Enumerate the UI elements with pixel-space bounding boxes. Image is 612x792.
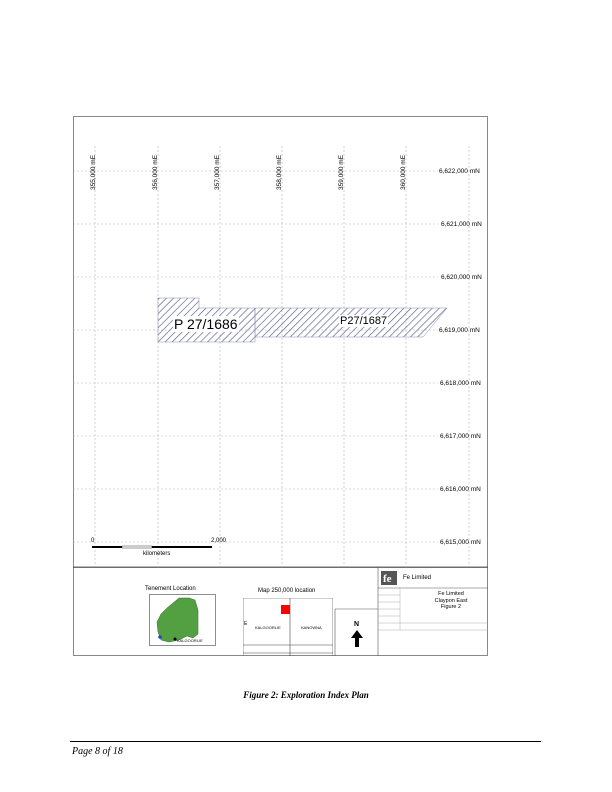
tenement-location-title: Tenement Location <box>145 586 196 592</box>
tenement-label: P 27/1686 <box>173 316 239 332</box>
map250-right: KANOWNA <box>301 625 322 630</box>
map250-edge: E <box>244 621 248 627</box>
easting-label: 356,000 mE <box>152 154 159 190</box>
title-block-line: Fe Limited <box>438 591 464 597</box>
company-logo-icon: fe <box>381 571 397 585</box>
easting-label: 358,000 mE <box>276 154 283 190</box>
tenement-label: P27/1687 <box>339 315 389 327</box>
northing-label: 6,621,000 mN <box>441 221 482 228</box>
map250-inset <box>243 598 333 656</box>
easting-label: 357,000 mE <box>214 154 221 190</box>
map-frame <box>73 116 488 656</box>
page-number: Page 8 of 18 <box>72 746 123 757</box>
northing-label: 6,615,000 mN <box>440 539 481 546</box>
footer-rule <box>70 741 541 742</box>
figure-caption: Figure 2: Exploration Index Plan <box>243 690 369 700</box>
title-block: Fe Limited Claypon East Figure 2 <box>420 591 482 611</box>
northing-label: 6,616,000 mN <box>440 486 481 493</box>
scale-unit: kilometers <box>143 551 171 557</box>
northing-label: 6,618,000 mN <box>440 380 481 387</box>
tenement-town: KALGOORLIE <box>177 638 203 643</box>
map250-left: KALGOORLIE <box>255 625 281 630</box>
north-arrow-icon <box>351 630 363 647</box>
map250-title: Map 250,000 location <box>258 588 316 594</box>
northing-label: 6,620,000 mN <box>441 274 482 281</box>
northing-label: 6,622,000 mN <box>439 168 480 175</box>
easting-label: 355,000 mE <box>90 154 97 190</box>
western-australia-inset <box>149 594 216 646</box>
map-grid <box>73 146 488 568</box>
scale-end: 2,000 <box>211 538 227 544</box>
title-block-line: Claypon East <box>434 597 468 604</box>
svg-text:fe: fe <box>383 573 392 585</box>
northing-label: 6,617,000 mN <box>440 433 481 440</box>
easting-label: 360,000 mE <box>400 154 407 190</box>
north-label: N <box>354 621 360 628</box>
scale-bar <box>92 545 212 549</box>
easting-label: 359,000 mE <box>338 154 345 190</box>
title-block-line: Figure 2 <box>440 604 462 610</box>
legend-band <box>73 567 488 656</box>
scale-start: 0 <box>91 538 95 544</box>
northing-label: 6,619,000 mN <box>439 327 480 334</box>
company-name: Fe Limited <box>403 575 432 581</box>
